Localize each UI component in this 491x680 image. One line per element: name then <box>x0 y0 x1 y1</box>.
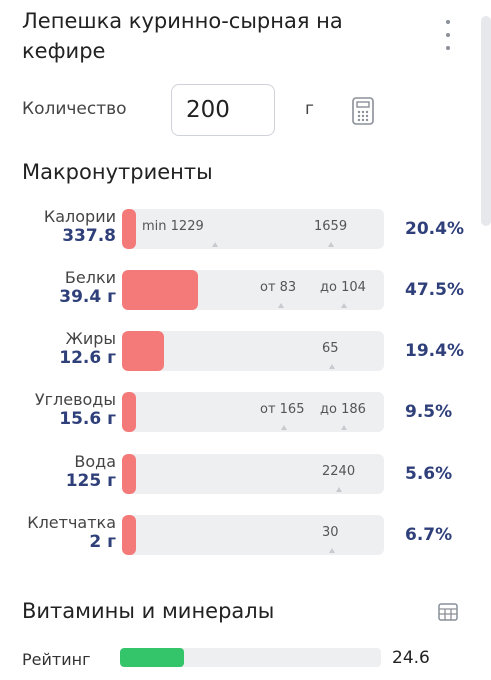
scrollbar[interactable] <box>481 16 491 226</box>
macro-norm-label: от 165 <box>260 402 305 417</box>
macro-norm-label: min 1229 <box>142 219 204 234</box>
macro-row: Белки 39.4 г от 83 до 104 47.5% <box>0 268 491 312</box>
macro-percent: 19.4% <box>405 341 464 361</box>
more-vertical-icon[interactable] <box>438 20 458 50</box>
macro-norm-label: 1659 <box>314 219 348 234</box>
macro-row: Калории 337.8 min 1229 1659 20.4% <box>0 207 491 251</box>
macro-norm-label: до 104 <box>320 280 366 295</box>
macro-bar: min 1229 1659 <box>122 209 384 249</box>
macro-percent: 9.5% <box>405 402 453 422</box>
macro-label: Углеводы <box>34 390 116 409</box>
macro-norm-marker <box>328 242 334 247</box>
macro-norm-marker <box>212 242 218 247</box>
macro-bar-fill <box>122 454 136 494</box>
macro-bar: от 83 до 104 <box>122 270 384 310</box>
rating-label: Рейтинг <box>22 650 91 669</box>
rating-value: 24.6 <box>392 648 430 668</box>
macros-heading: Макронутриенты <box>22 160 213 184</box>
table-icon[interactable] <box>438 603 458 621</box>
macro-norm-marker <box>329 548 335 553</box>
macro-norm-label: от 83 <box>260 280 297 295</box>
macro-bar: 65 <box>122 331 384 371</box>
macro-percent: 5.6% <box>405 464 453 484</box>
rating-bar-fill <box>120 648 184 667</box>
macro-label: Клетчатка <box>27 513 116 532</box>
macro-norm-marker <box>341 303 347 308</box>
macro-norm-marker <box>329 364 335 369</box>
macro-norm-marker <box>281 425 287 430</box>
macro-bar-fill <box>122 209 136 249</box>
macro-value: 337.8 <box>62 226 116 246</box>
calculator-icon[interactable] <box>352 97 374 125</box>
macro-norm-label: 2240 <box>322 464 356 479</box>
macro-norm-marker <box>341 425 347 430</box>
quantity-label: Количество <box>22 99 127 119</box>
macro-norm-marker <box>336 487 342 492</box>
macro-label: Калории <box>43 207 116 226</box>
page-title: Лепешка куринно-сырная на кефире <box>22 9 343 63</box>
quantity-input[interactable]: 200 <box>171 84 275 136</box>
macro-value: 125 г <box>65 471 116 491</box>
macro-value: 12.6 г <box>59 348 116 368</box>
quantity-unit: г <box>305 99 314 119</box>
macro-bar-fill <box>122 331 164 371</box>
macro-norm-label: 65 <box>322 341 339 356</box>
macro-bar-fill <box>122 392 136 432</box>
macro-norm-label: 30 <box>322 525 339 540</box>
macro-row: Жиры 12.6 г 65 19.4% <box>0 329 491 373</box>
macro-bar-fill <box>122 270 198 310</box>
macro-norm-marker <box>278 303 284 308</box>
rating-bar <box>120 648 381 667</box>
macro-label: Вода <box>74 452 116 471</box>
macro-row: Клетчатка 2 г 30 6.7% <box>0 513 491 557</box>
macro-value: 15.6 г <box>59 409 116 429</box>
vitamins-heading: Витамины и минералы <box>22 599 275 623</box>
macro-bar: от 165 до 186 <box>122 392 384 432</box>
macro-value: 2 г <box>89 532 116 552</box>
macro-percent: 20.4% <box>405 219 464 239</box>
macro-norm-label: до 186 <box>320 402 366 417</box>
macro-bar: 30 <box>122 515 384 555</box>
macro-row: Углеводы 15.6 г от 165 до 186 9.5% <box>0 390 491 434</box>
macro-percent: 6.7% <box>405 525 453 545</box>
macro-bar: 2240 <box>122 454 384 494</box>
macro-percent: 47.5% <box>405 280 464 300</box>
macro-value: 39.4 г <box>59 287 116 307</box>
macro-label: Жиры <box>65 329 116 348</box>
macro-row: Вода 125 г 2240 5.6% <box>0 452 491 496</box>
macro-bar-fill <box>122 515 136 555</box>
macro-label: Белки <box>64 268 116 287</box>
